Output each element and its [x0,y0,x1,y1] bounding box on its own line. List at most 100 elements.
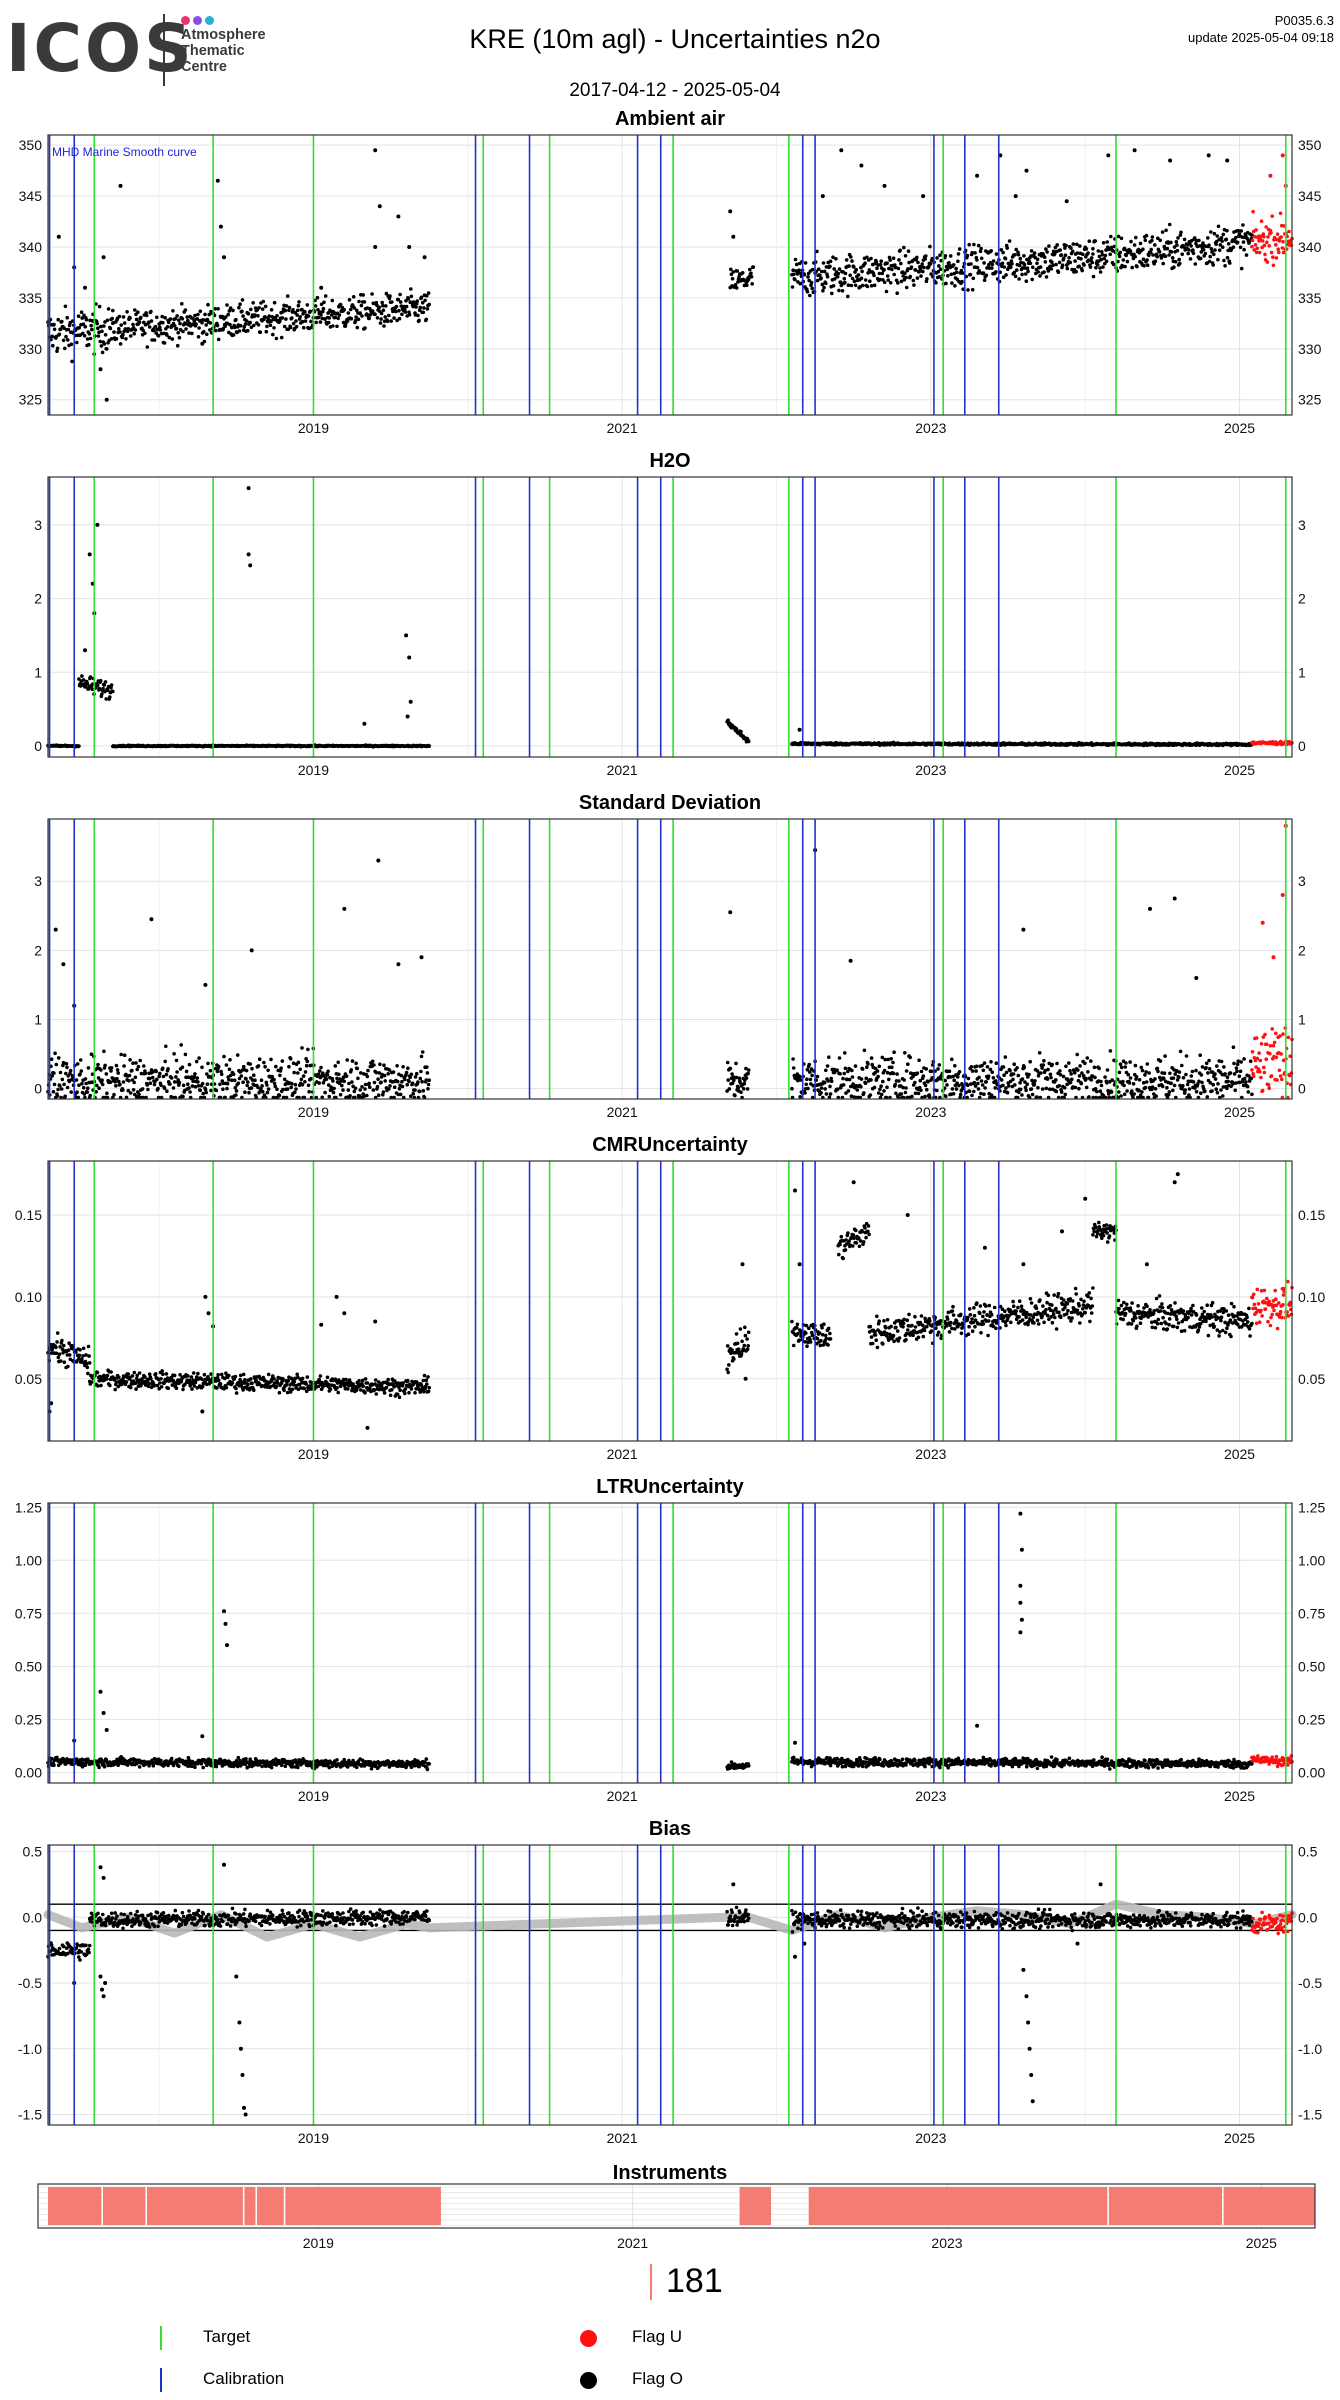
data-point [875,266,879,270]
data-point [1028,1059,1032,1064]
data-point-outlier [249,948,254,953]
data-point [974,1069,978,1073]
data-point [325,1073,330,1077]
data-point [413,1088,417,1092]
data-point [1138,1093,1143,1097]
data-point [56,1355,61,1360]
data-point [956,252,961,256]
data-point [186,318,190,323]
data-point [988,1067,993,1072]
data-point [99,1383,103,1388]
data-point [349,316,354,321]
data-point [734,286,739,290]
data-point [916,1091,921,1096]
plot-frame [47,476,1293,758]
data-point [1167,222,1172,227]
data-point [874,260,879,264]
data-point [1156,236,1160,241]
data-point [271,332,275,337]
data-point [1231,245,1236,249]
data-point [246,328,250,333]
data-point [903,1051,907,1055]
data-point [164,1044,168,1049]
data-point [243,322,248,326]
data-point [1199,250,1204,254]
data-point [1266,1083,1271,1087]
data-point [111,308,115,313]
data-point [1117,1090,1121,1094]
data-point [1138,241,1143,246]
data-point [1025,266,1030,270]
data-point [1047,244,1051,248]
data-point [849,255,853,259]
data-point [1260,239,1265,243]
data-point [408,1075,413,1079]
data-point [1155,1066,1160,1071]
data-point [409,1094,413,1098]
data-point [1211,1082,1215,1087]
data-point [347,1081,351,1086]
data-point [109,337,114,341]
data-point [1191,1080,1196,1084]
data-point [397,308,401,313]
data-point [725,1089,729,1093]
data-point [200,1081,205,1086]
data-point [367,316,372,321]
data-point [100,329,104,334]
data-point [1149,247,1153,252]
data-point [1183,1088,1188,1092]
data-point [1008,1079,1013,1084]
data-point [730,1072,734,1076]
data-point-outlier [376,858,381,863]
data-point [924,254,928,258]
data-point [149,309,153,314]
data-point [1239,266,1244,271]
data-point [117,314,122,319]
data-point [58,1359,63,1363]
data-point [1214,242,1218,246]
data-point [1039,1071,1043,1075]
data-point [348,1094,352,1098]
data-point [158,328,163,332]
data-point [275,1087,279,1091]
data-point [141,328,145,333]
data-point [404,1070,409,1075]
data-point [809,1067,814,1071]
data-point [85,1365,90,1370]
data-point [319,1065,323,1070]
data-point [837,267,842,271]
data-point [87,332,92,336]
data-point [79,1069,84,1073]
data-point [193,1072,197,1076]
data-point [124,337,128,341]
data-point [350,1080,354,1084]
data-point [912,283,916,287]
data-point [1017,1090,1021,1094]
data-point-outlier [404,633,409,638]
data-point [898,248,902,253]
data-point [745,283,749,287]
data-point [323,1090,327,1095]
data-point [89,323,93,328]
data-point [1165,246,1170,251]
data-point [1004,1086,1008,1090]
data-point [1018,1087,1023,1092]
data-point [77,1083,81,1087]
data-point-outlier [408,699,413,704]
data-point [948,254,953,258]
data-point-outlier [377,204,382,209]
data-point [1075,242,1079,247]
data-point [105,347,109,351]
data-point [901,1085,905,1090]
data-point [1130,265,1134,270]
data-point [1254,228,1258,232]
y-tick-label-right: 3 [1298,517,1306,533]
data-point [287,305,292,310]
data-point [1151,253,1155,257]
data-point [1095,263,1100,267]
data-point [227,1078,231,1082]
data-point [68,1068,73,1073]
data-point [403,310,408,314]
data-point [80,316,84,320]
